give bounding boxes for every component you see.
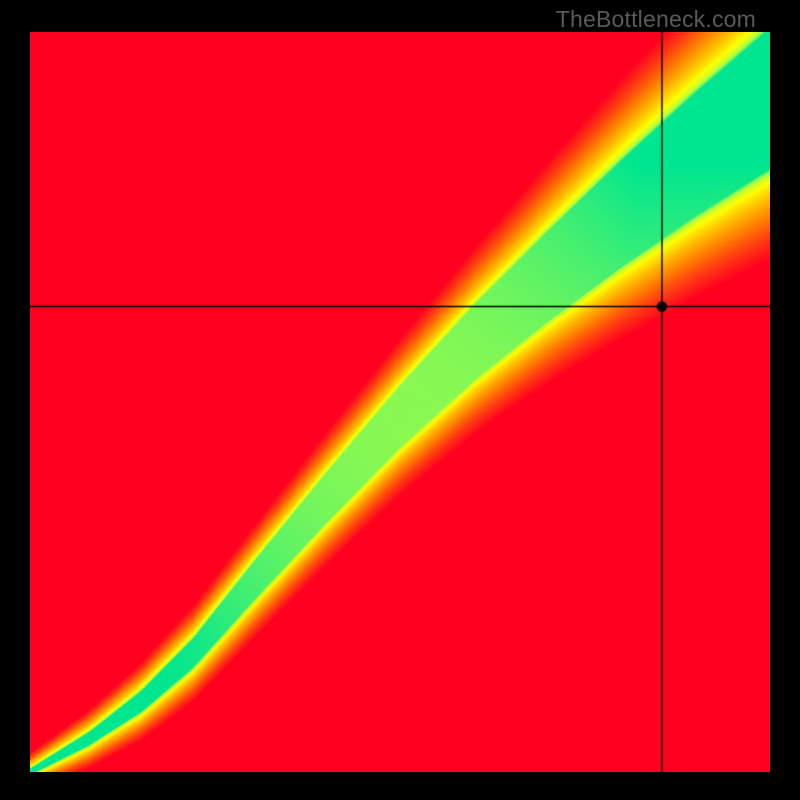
watermark-text: TheBottleneck.com	[556, 6, 756, 33]
heatmap-canvas	[30, 32, 770, 772]
heatmap-plot	[30, 32, 770, 772]
